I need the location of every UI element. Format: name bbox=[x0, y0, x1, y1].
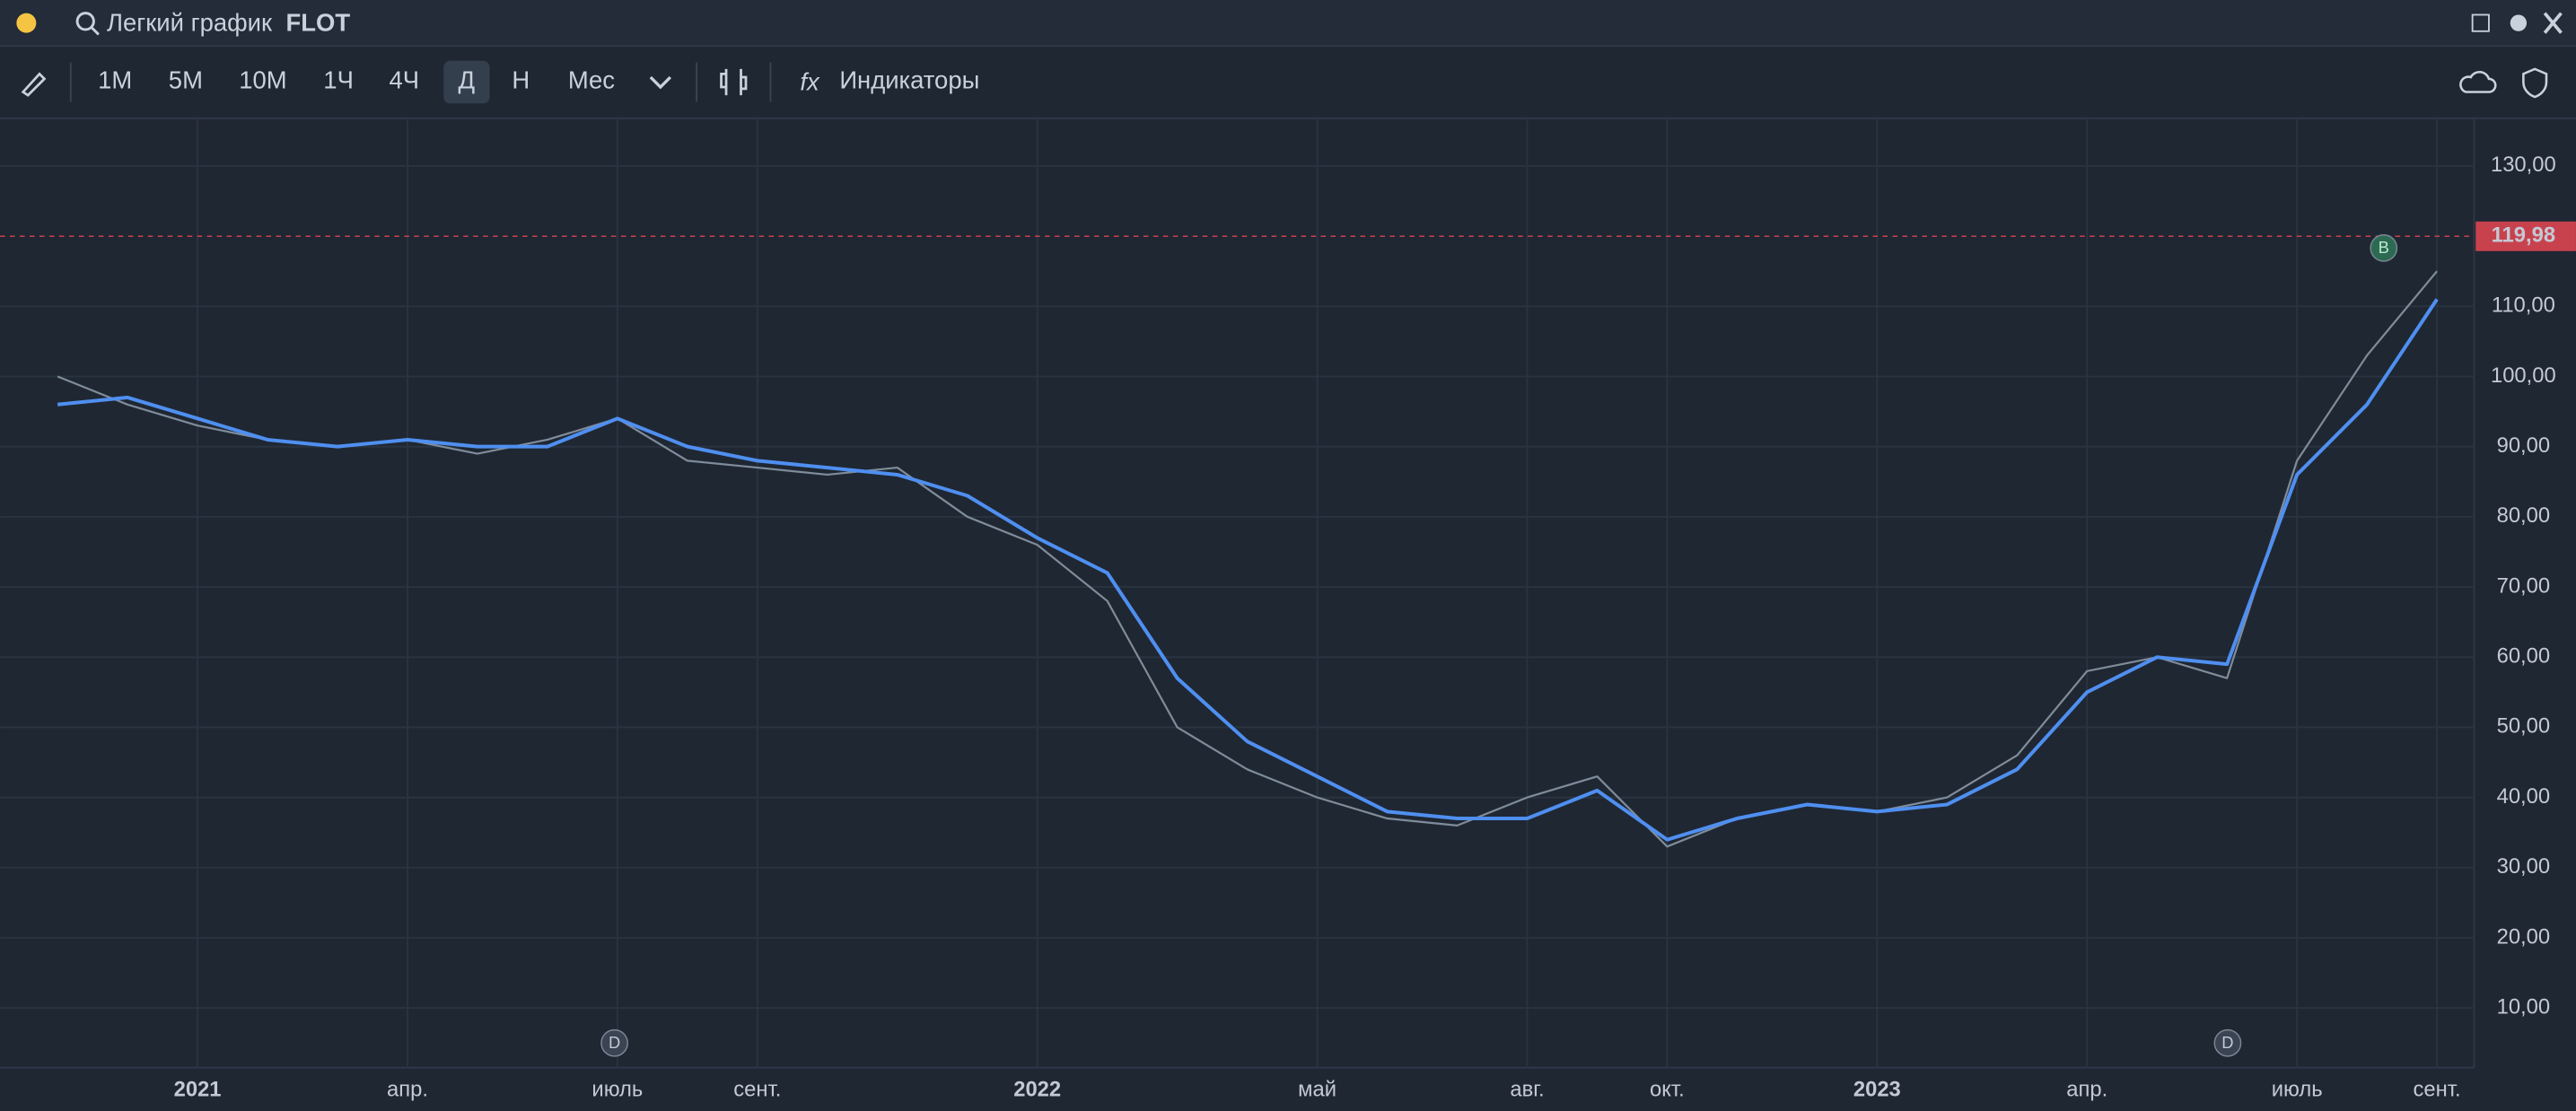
timeframe-button[interactable]: Н bbox=[512, 66, 530, 94]
close-icon[interactable] bbox=[2543, 12, 2563, 34]
dropdown-icon[interactable] bbox=[649, 75, 671, 90]
y-tick-label: 80,00 bbox=[2497, 503, 2551, 528]
timeframe-button[interactable]: 4Ч bbox=[390, 66, 420, 94]
x-tick-label: сент. bbox=[2414, 1078, 2461, 1102]
y-tick-label: 30,00 bbox=[2497, 854, 2551, 879]
event-marker-label: B bbox=[2379, 238, 2389, 257]
y-tick-label: 40,00 bbox=[2497, 784, 2551, 809]
cloud-icon[interactable] bbox=[2459, 70, 2497, 93]
timeframe-button[interactable]: 10M bbox=[239, 66, 286, 94]
search-text[interactable]: Легкий график bbox=[107, 9, 273, 37]
shield-icon[interactable] bbox=[2522, 67, 2548, 99]
y-tick-label: 110,00 bbox=[2492, 293, 2555, 318]
moving-average-line bbox=[57, 298, 2439, 842]
settings-icon[interactable] bbox=[2510, 14, 2528, 31]
search-icon bbox=[91, 27, 100, 36]
x-tick-label: апр. bbox=[2066, 1078, 2107, 1102]
x-tick-label: сент. bbox=[733, 1078, 781, 1102]
symbol[interactable]: FLOT bbox=[286, 9, 351, 37]
y-tick-label: 130,00 bbox=[2491, 153, 2556, 177]
restore-icon[interactable] bbox=[2471, 13, 2490, 32]
timeframe-button[interactable]: 5M bbox=[169, 66, 203, 94]
active-timeframe-bg bbox=[443, 60, 490, 104]
title-bar bbox=[0, 0, 2576, 47]
timeframe-button[interactable]: Мес bbox=[568, 66, 615, 94]
x-tick-label: окт. bbox=[1650, 1078, 1685, 1102]
timeframe-button[interactable]: 1Ч bbox=[323, 66, 354, 94]
draw-icon[interactable] bbox=[21, 72, 47, 97]
chart-type-icon[interactable] bbox=[720, 68, 748, 96]
y-tick-label: 70,00 bbox=[2497, 573, 2551, 598]
y-tick-label: 90,00 bbox=[2497, 433, 2551, 458]
indicators-button[interactable]: Индикаторы bbox=[839, 66, 979, 94]
x-tick-label: 2021 bbox=[174, 1078, 222, 1102]
event-marker bbox=[2370, 233, 2398, 262]
window-dot[interactable] bbox=[16, 13, 37, 33]
x-tick-label: апр. bbox=[387, 1078, 428, 1102]
x-tick-label: май bbox=[1298, 1078, 1336, 1102]
timeframe-button[interactable]: Д bbox=[459, 66, 476, 94]
fx-icon[interactable]: fx bbox=[800, 68, 820, 96]
y-tick-label: 60,00 bbox=[2497, 644, 2551, 669]
timeframe-button[interactable]: 1M bbox=[98, 66, 132, 94]
event-marker bbox=[2213, 1028, 2242, 1057]
y-tick-label: 10,00 bbox=[2497, 995, 2551, 1019]
y-tick-label: 100,00 bbox=[2491, 363, 2556, 388]
search-icon bbox=[75, 12, 95, 31]
x-tick-label: июль bbox=[591, 1078, 643, 1102]
event-marker-label: D bbox=[609, 1033, 620, 1052]
x-tick-label: июль bbox=[2272, 1078, 2323, 1102]
plot: 10,00 20,00 30,00 40,00 50,00 60,00 70,00 80,00… bbox=[0, 118, 2576, 1102]
price-line bbox=[57, 270, 2438, 848]
last-price-box bbox=[2475, 221, 2576, 251]
event-marker-label: D bbox=[2221, 1033, 2233, 1052]
x-tick-label: 2022 bbox=[1013, 1078, 1061, 1102]
event-marker bbox=[600, 1028, 628, 1057]
y-tick-label: 20,00 bbox=[2497, 924, 2551, 949]
last-price-label: 119,98 bbox=[2492, 223, 2555, 248]
y-tick-label: 50,00 bbox=[2497, 714, 2551, 739]
timeframes: 1M 5M 10M 1Ч 4Ч Д Н Мес bbox=[98, 66, 615, 94]
x-tick-label: авг. bbox=[1510, 1078, 1544, 1102]
x-tick-label: 2023 bbox=[1853, 1078, 1901, 1102]
